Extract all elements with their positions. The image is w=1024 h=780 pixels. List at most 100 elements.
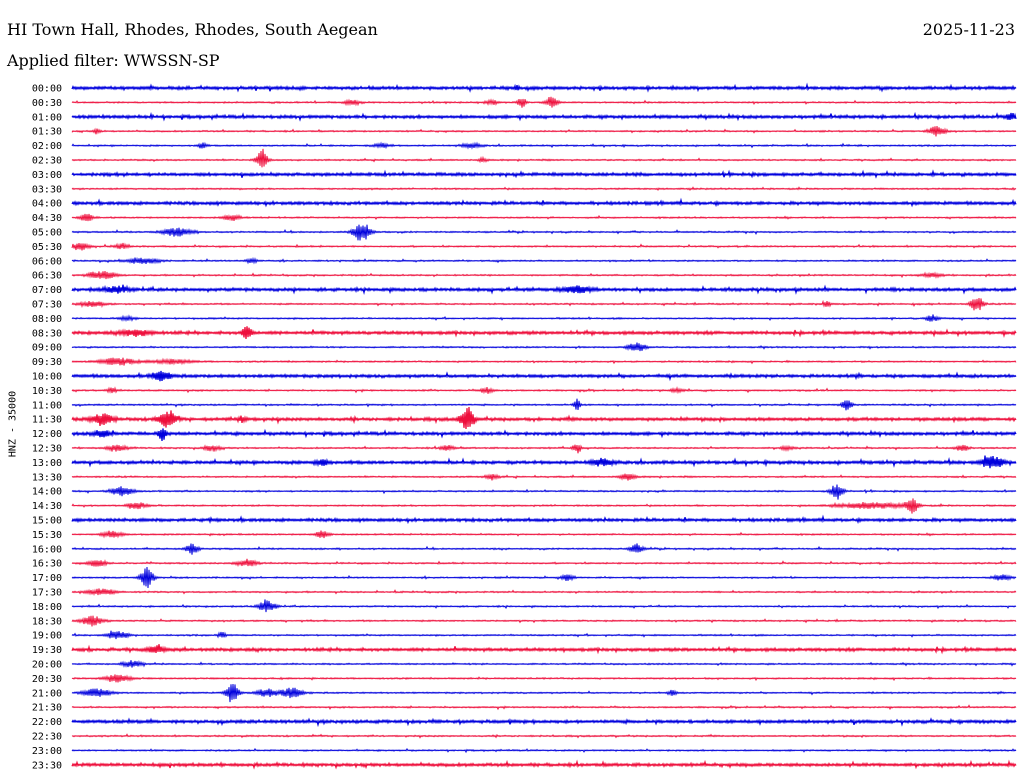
- seismic-trace-1000: [71, 370, 1017, 382]
- row-time-label: 12:30: [32, 444, 62, 455]
- seismic-trace-2000: [71, 660, 1017, 668]
- row-time-label: 21:30: [32, 703, 62, 714]
- row-time-label: 07:30: [32, 300, 62, 311]
- seismic-trace-0700: [71, 284, 1017, 295]
- row-time-label: 09:30: [32, 357, 62, 368]
- row-time-label: 02:30: [32, 156, 62, 167]
- row-time-label: 08:00: [32, 314, 62, 325]
- seismic-trace-2300: [71, 747, 1017, 754]
- row-time-label: 06:30: [32, 271, 62, 282]
- row-time-label: 12:00: [32, 429, 62, 440]
- seismic-trace-0830: [71, 326, 1017, 339]
- row-time-label: 01:30: [32, 127, 62, 138]
- seismic-trace-2200: [71, 717, 1017, 728]
- row-time-label: 04:00: [32, 199, 62, 210]
- seismic-trace-0330: [71, 186, 1017, 192]
- seismic-trace-0730: [71, 298, 1017, 311]
- seismic-trace-0100: [71, 111, 1017, 122]
- seismic-trace-1400: [71, 484, 1017, 500]
- seismic-trace-0030: [71, 96, 1017, 108]
- seismic-trace-1600: [71, 543, 1017, 555]
- row-time-label: 18:00: [32, 602, 62, 613]
- row-time-label: 17:00: [32, 573, 62, 584]
- seismic-trace-1030: [71, 386, 1017, 395]
- row-time-label: 00:30: [32, 98, 62, 109]
- row-time-label: 09:00: [32, 343, 62, 354]
- seismic-trace-1700: [71, 566, 1017, 589]
- station-title: HI Town Hall, Rhodes, Rhodes, South Aege…: [7, 20, 378, 39]
- seismic-trace-2330: [71, 759, 1017, 770]
- seismic-trace-1500: [71, 514, 1017, 525]
- row-time-label: 05:30: [32, 242, 62, 253]
- seismic-trace-2030: [71, 674, 1017, 683]
- seismic-trace-1330: [71, 473, 1017, 481]
- seismic-trace-0500: [71, 224, 1017, 241]
- row-time-label: 19:30: [32, 645, 62, 656]
- row-time-label: 04:30: [32, 213, 62, 224]
- row-time-label: 11:00: [32, 400, 62, 411]
- seismic-trace-1230: [71, 444, 1017, 454]
- seismic-trace-0600: [71, 256, 1017, 265]
- seismic-trace-1430: [71, 498, 1017, 514]
- seismic-trace-0900: [71, 342, 1017, 352]
- seismic-trace-1830: [71, 615, 1017, 627]
- seismic-trace-0130: [71, 126, 1017, 137]
- row-time-label: 14:00: [32, 487, 62, 498]
- row-time-label: 15:00: [32, 516, 62, 527]
- seismic-trace-0230: [71, 148, 1017, 168]
- row-time-label: 19:00: [32, 631, 62, 642]
- row-time-label: 20:30: [32, 674, 62, 685]
- seismic-trace-2130: [71, 704, 1017, 711]
- seismic-trace-0400: [71, 197, 1017, 208]
- seismic-trace-0630: [71, 270, 1017, 280]
- seismic-trace-0800: [71, 314, 1017, 323]
- row-time-label: 13:00: [32, 458, 62, 469]
- seismic-trace-1200: [71, 428, 1017, 442]
- row-time-label: 16:00: [32, 544, 62, 555]
- seismic-trace-0000: [71, 82, 1017, 93]
- row-time-label: 10:30: [32, 386, 62, 397]
- row-time-label: 23:30: [32, 760, 62, 771]
- row-time-label: 02:00: [32, 141, 62, 152]
- row-time-label: 07:00: [32, 285, 62, 296]
- row-time-label: 23:00: [32, 746, 62, 757]
- row-time-label: 01:00: [32, 112, 62, 123]
- seismic-trace-1900: [71, 630, 1017, 640]
- row-time-label: 20:00: [32, 660, 62, 671]
- row-time-label: 10:00: [32, 372, 62, 383]
- seismic-trace-2230: [71, 733, 1017, 739]
- row-time-label: 06:00: [32, 256, 62, 267]
- row-time-label: 03:00: [32, 170, 62, 181]
- filter-label: Applied filter: WWSSN-SP: [7, 51, 220, 70]
- row-time-label: 03:30: [32, 184, 62, 195]
- row-time-label: 14:30: [32, 501, 62, 512]
- seismic-trace-0530: [71, 242, 1017, 251]
- seismic-trace-1300: [71, 455, 1017, 469]
- row-time-label: 11:30: [32, 415, 62, 426]
- seismic-trace-1130: [71, 406, 1017, 429]
- seismic-trace-1730: [71, 588, 1017, 597]
- row-time-label: 00:00: [32, 84, 62, 95]
- seismic-trace-2100: [71, 683, 1017, 703]
- seismic-trace-0930: [71, 357, 1017, 366]
- row-time-label: 22:30: [32, 732, 62, 743]
- row-time-label: 22:00: [32, 717, 62, 728]
- record-date: 2025-11-23: [922, 20, 1015, 39]
- row-time-label: 05:00: [32, 228, 62, 239]
- seismic-trace-0430: [71, 213, 1017, 222]
- seismic-trace-1630: [71, 558, 1017, 567]
- seismic-trace-1930: [71, 644, 1017, 655]
- row-time-label: 08:30: [32, 328, 62, 339]
- seismic-trace-0300: [71, 169, 1017, 179]
- seismic-trace-1530: [71, 530, 1017, 539]
- row-time-label: 13:30: [32, 472, 62, 483]
- seismic-trace-1100: [71, 398, 1017, 411]
- row-time-label: 15:30: [32, 530, 62, 541]
- seismic-trace-1800: [71, 599, 1017, 613]
- row-time-label: 18:30: [32, 616, 62, 627]
- seismic-trace-0200: [71, 141, 1017, 150]
- row-time-label: 21:00: [32, 688, 62, 699]
- row-time-label: 16:30: [32, 559, 62, 570]
- row-time-label: 17:30: [32, 588, 62, 599]
